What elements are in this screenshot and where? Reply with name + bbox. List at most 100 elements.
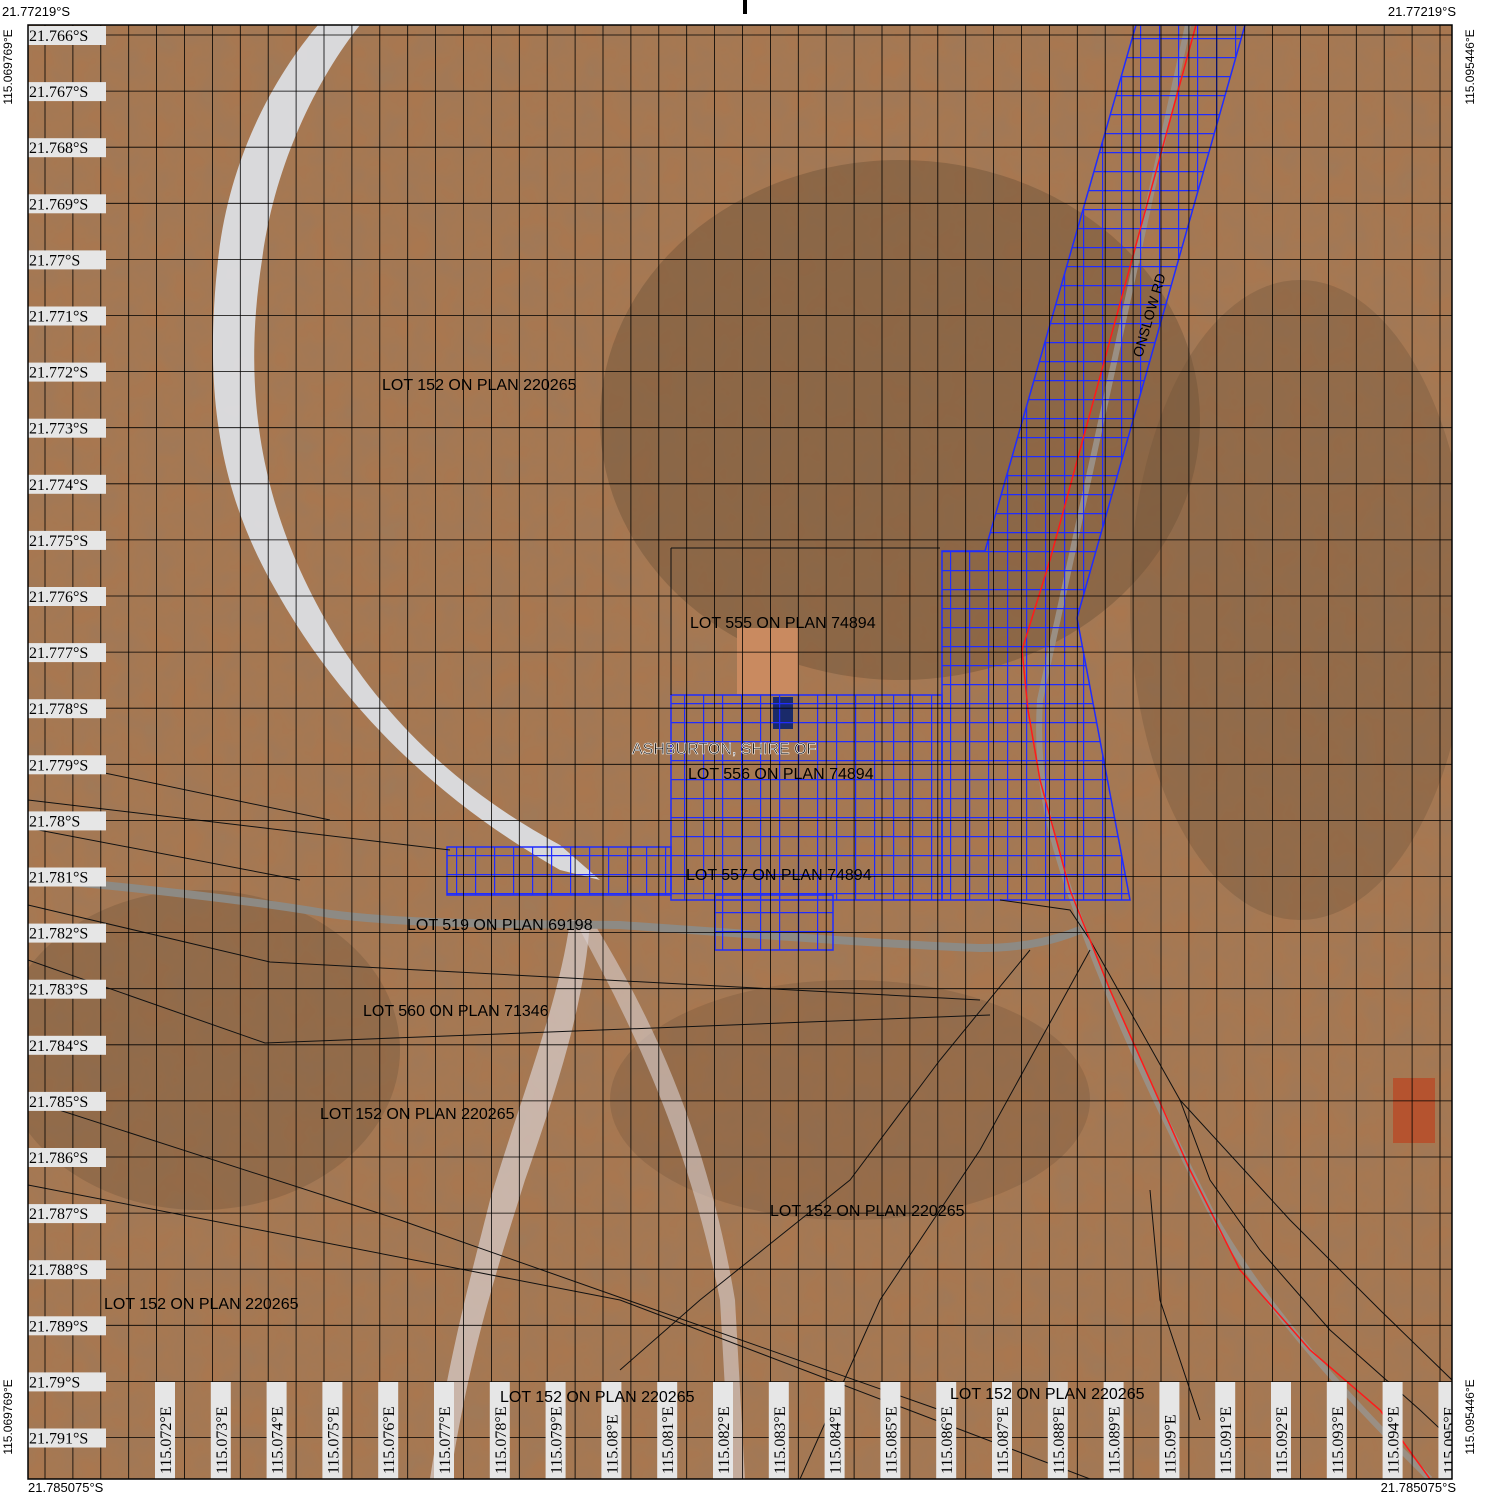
side-label-right-top: 115.095446°E — [1463, 29, 1477, 105]
latitude-label-bg — [28, 811, 106, 831]
hatched-parcel-lot-557 — [446, 846, 672, 896]
longitude-label-bg — [1382, 1382, 1403, 1479]
latitude-label: 21.781°S — [29, 870, 88, 887]
latitude-label-bg — [28, 1260, 106, 1280]
latitude-label-bg — [28, 867, 106, 887]
latitude-label-bg — [28, 194, 106, 214]
road-centerline — [1021, 25, 1431, 1479]
latitude-label-bg — [28, 587, 106, 606]
latitude-label-bg — [28, 1035, 106, 1055]
cleared-pad — [737, 628, 799, 694]
longitude-label: 115.073°E — [214, 1406, 231, 1474]
longitude-label: 115.079°E — [549, 1406, 566, 1474]
side-label-right-bottom: 115.095446°E — [1463, 1379, 1477, 1455]
parcel-label: LOT 555 ON PLAN 74894 — [690, 615, 876, 632]
parcel-label: LOT 152 ON PLAN 220265 — [104, 1296, 299, 1313]
parcel-label: LOT 152 ON PLAN 220265 — [950, 1386, 1145, 1403]
latitude-label: 21.791°S — [29, 1431, 88, 1448]
latitude-label-bg — [28, 138, 106, 158]
longitude-label: 115.078°E — [493, 1406, 510, 1474]
latitude-label: 21.775°S — [29, 533, 88, 550]
latitude-label: 21.778°S — [29, 701, 88, 718]
longitude-label: 115.084°E — [828, 1406, 845, 1474]
side-label-left-top: 115.069769°E — [1, 29, 15, 105]
parcel-label: LOT 152 ON PLAN 220265 — [500, 1389, 695, 1406]
parcel-label: LOT 560 ON PLAN 71346 — [363, 1003, 549, 1020]
latitude-label-bg — [28, 1316, 106, 1336]
latitude-label: 21.79°S — [29, 1374, 80, 1391]
dark-vegetation — [610, 980, 1090, 1220]
latitude-label: 21.766°S — [29, 28, 88, 45]
parcel-label: LOT 152 ON PLAN 220265 — [320, 1106, 515, 1123]
latitude-label: 21.773°S — [29, 421, 88, 438]
latitude-label-bg — [28, 26, 106, 45]
latitude-label: 21.774°S — [29, 477, 88, 494]
cleared-pad — [1393, 1078, 1435, 1143]
corner-label-top-left: 21.77219°S — [2, 4, 71, 19]
longitude-label-bg — [880, 1382, 901, 1479]
latitude-label: 21.784°S — [29, 1038, 88, 1055]
longitude-label: 115.081°E — [660, 1406, 677, 1474]
corner-label-top-right: 21.77219°S — [1387, 4, 1456, 19]
longitude-label-bg — [1271, 1382, 1291, 1479]
longitude-label-bg — [378, 1382, 399, 1479]
latitude-label-bg — [28, 979, 106, 999]
longitude-label-bg — [1159, 1382, 1180, 1479]
longitude-label: 115.092°E — [1274, 1406, 1291, 1474]
latitude-label: 21.779°S — [29, 757, 88, 774]
latitude-label: 21.783°S — [29, 982, 88, 999]
parcel-labels: LOT 152 ON PLAN 220265 LOT 555 ON PLAN 74… — [104, 377, 1145, 1406]
latitude-label: 21.772°S — [29, 365, 88, 382]
longitude-label: 115.087°E — [995, 1406, 1012, 1474]
cadastral-boundaries — [28, 547, 1452, 1479]
longitude-label: 115.086°E — [939, 1406, 956, 1474]
latitude-label-bg — [28, 699, 106, 719]
corner-label-bottom-left: 21.785075°S — [28, 1480, 104, 1495]
latitude-label: 21.777°S — [29, 645, 88, 662]
latitude-label-bg — [28, 530, 106, 550]
latitude-label-bg — [28, 923, 106, 943]
latitude-label: 21.767°S — [29, 84, 88, 101]
hatched-parcel-lot-556 — [670, 694, 943, 901]
latitude-label-bg — [28, 82, 106, 102]
north-arrow-stub — [743, 0, 747, 14]
latitude-label: 21.782°S — [29, 926, 88, 943]
parcel-label: ASHBURTON, SHIRE OF — [632, 741, 817, 758]
longitude-label-bg — [322, 1382, 343, 1479]
longitude-label-bg — [1326, 1382, 1347, 1479]
latitude-label-bg — [28, 1428, 106, 1448]
longitude-label-bg — [434, 1382, 454, 1479]
latitude-label-bg — [28, 643, 106, 663]
latitude-label: 21.787°S — [29, 1206, 88, 1223]
longitude-label: 115.085°E — [883, 1406, 900, 1474]
longitude-label: 115.083°E — [772, 1406, 789, 1474]
latitude-label: 21.788°S — [29, 1262, 88, 1279]
latitude-label: 21.785°S — [29, 1094, 88, 1111]
longitude-label: 115.077°E — [437, 1406, 454, 1474]
latitude-label: 21.78°S — [29, 813, 80, 830]
parcel-label: LOT 152 ON PLAN 220265 — [770, 1203, 965, 1220]
longitude-label-bg — [824, 1382, 845, 1479]
latitude-label-bg — [28, 474, 106, 494]
parcel-label: LOT 556 ON PLAN 74894 — [688, 766, 874, 783]
map-frame — [27, 24, 1453, 1480]
latitude-label-bg — [28, 755, 106, 775]
creek-channel — [430, 920, 590, 1479]
longitude-label: 115.089°E — [1107, 1406, 1124, 1474]
latitude-label: 21.769°S — [29, 196, 88, 213]
longitude-labels: 115.072°E 115.073°E 115.074°E 115.075°E 115.… — [155, 1382, 1452, 1479]
latitude-label: 21.771°S — [29, 309, 88, 326]
longitude-label: 115.093°E — [1330, 1406, 1347, 1474]
longitude-label-bg — [1103, 1382, 1124, 1479]
latitude-label-bg — [28, 362, 106, 382]
latitude-label-bg — [28, 1204, 106, 1224]
longitude-label-bg — [601, 1382, 622, 1479]
latitude-label-bg — [28, 1372, 106, 1392]
parcel-label: LOT 519 ON PLAN 69198 — [407, 917, 593, 934]
latitude-labels: 21.766°S 21.767°S 21.768°S 21.769°S 21.77°S 2… — [28, 26, 106, 1448]
latitude-label-bg — [28, 306, 106, 326]
latitude-label: 21.789°S — [29, 1318, 88, 1335]
longitude-label-bg — [936, 1382, 957, 1479]
longitude-label-bg — [657, 1382, 678, 1479]
